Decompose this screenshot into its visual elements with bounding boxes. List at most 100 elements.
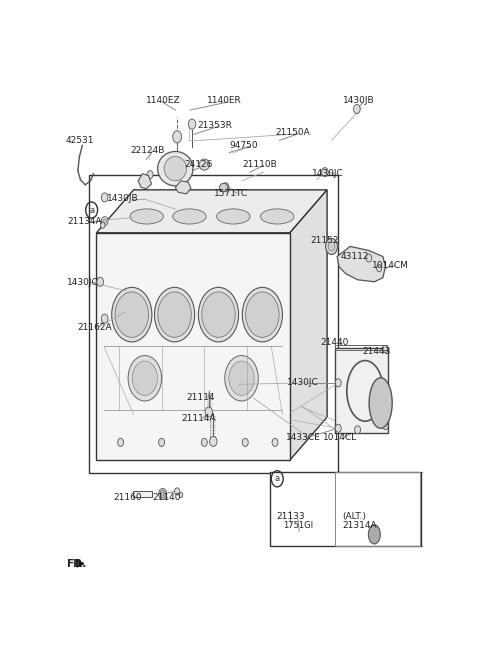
Text: 22124B: 22124B [130, 146, 164, 155]
Ellipse shape [242, 287, 282, 342]
Circle shape [100, 222, 105, 228]
Ellipse shape [246, 292, 279, 337]
Circle shape [160, 491, 165, 497]
Circle shape [242, 438, 248, 447]
Polygon shape [96, 233, 290, 460]
Ellipse shape [130, 209, 163, 224]
Circle shape [147, 171, 153, 178]
Text: a: a [89, 205, 94, 215]
Text: 1014CL: 1014CL [324, 433, 358, 442]
Circle shape [188, 119, 196, 129]
Text: 43112: 43112 [340, 252, 369, 261]
Text: 21443: 21443 [362, 347, 390, 356]
Ellipse shape [173, 209, 206, 224]
Polygon shape [138, 174, 152, 189]
Ellipse shape [164, 157, 186, 181]
Circle shape [101, 216, 108, 226]
Text: 1430JB: 1430JB [107, 194, 139, 203]
Circle shape [205, 407, 213, 417]
Text: 42531: 42531 [66, 136, 94, 145]
Circle shape [222, 183, 229, 192]
Text: 24126: 24126 [184, 160, 212, 169]
Text: 94750: 94750 [229, 141, 258, 150]
Circle shape [328, 242, 335, 251]
Circle shape [383, 422, 388, 430]
Bar [132, 491, 152, 497]
Ellipse shape [155, 287, 195, 342]
Ellipse shape [368, 525, 380, 544]
Ellipse shape [261, 209, 294, 224]
Circle shape [288, 525, 292, 531]
Text: 21160: 21160 [113, 493, 142, 502]
Ellipse shape [369, 378, 392, 428]
Circle shape [272, 438, 278, 447]
Ellipse shape [132, 361, 157, 396]
Bar [335, 346, 386, 350]
Text: 21162A: 21162A [78, 323, 112, 332]
Text: 21114A: 21114A [181, 414, 216, 422]
Text: 1433CE: 1433CE [286, 433, 321, 442]
Ellipse shape [112, 287, 152, 342]
Polygon shape [175, 181, 191, 194]
Ellipse shape [216, 209, 250, 224]
Ellipse shape [219, 183, 228, 192]
Text: 21150A: 21150A [276, 129, 311, 137]
Text: 1140EZ: 1140EZ [145, 96, 180, 106]
Circle shape [158, 438, 165, 447]
Text: 21134A: 21134A [67, 217, 102, 226]
Text: 21314A: 21314A [343, 522, 377, 530]
Text: 1430JC: 1430JC [287, 379, 319, 387]
Ellipse shape [199, 159, 210, 170]
Text: 1430JC: 1430JC [312, 169, 344, 178]
Ellipse shape [157, 152, 193, 186]
Circle shape [97, 277, 104, 286]
Ellipse shape [158, 292, 192, 337]
Circle shape [353, 104, 360, 113]
Text: 21133: 21133 [276, 512, 305, 521]
Circle shape [179, 493, 183, 497]
Circle shape [366, 254, 372, 262]
Circle shape [377, 264, 382, 272]
Circle shape [173, 131, 181, 143]
Text: 21114: 21114 [186, 394, 215, 402]
Text: 1140ER: 1140ER [207, 96, 242, 106]
Ellipse shape [198, 287, 239, 342]
Circle shape [158, 488, 167, 499]
Circle shape [101, 314, 108, 323]
Circle shape [383, 346, 388, 352]
Circle shape [175, 488, 180, 495]
Polygon shape [337, 247, 385, 282]
Text: (ALT.): (ALT.) [343, 512, 367, 521]
Circle shape [210, 436, 217, 447]
Circle shape [355, 426, 360, 434]
Circle shape [297, 535, 301, 541]
Polygon shape [290, 190, 327, 460]
Circle shape [161, 492, 164, 496]
Text: 21353R: 21353R [197, 121, 232, 130]
Ellipse shape [229, 361, 254, 396]
Circle shape [202, 438, 207, 447]
Bar [335, 348, 388, 434]
Circle shape [295, 531, 304, 543]
Ellipse shape [202, 292, 235, 337]
Text: 21440: 21440 [321, 338, 349, 347]
Circle shape [335, 424, 341, 432]
Text: 1751GI: 1751GI [283, 522, 313, 530]
Text: 1430JB: 1430JB [343, 96, 374, 106]
Circle shape [325, 238, 337, 255]
Text: 21140: 21140 [152, 493, 181, 502]
Text: 1571TC: 1571TC [215, 189, 249, 198]
Text: 21110B: 21110B [242, 160, 277, 169]
Text: 1014CM: 1014CM [372, 261, 408, 270]
Text: 1430JC: 1430JC [67, 278, 99, 287]
Bar [270, 472, 421, 546]
Text: FR.: FR. [67, 559, 87, 569]
Bar [89, 174, 338, 473]
Ellipse shape [225, 356, 258, 401]
Text: a: a [275, 474, 280, 483]
Bar [335, 472, 420, 546]
Circle shape [285, 522, 295, 535]
Circle shape [322, 168, 328, 176]
Circle shape [118, 438, 124, 447]
Text: 21152: 21152 [310, 236, 338, 245]
